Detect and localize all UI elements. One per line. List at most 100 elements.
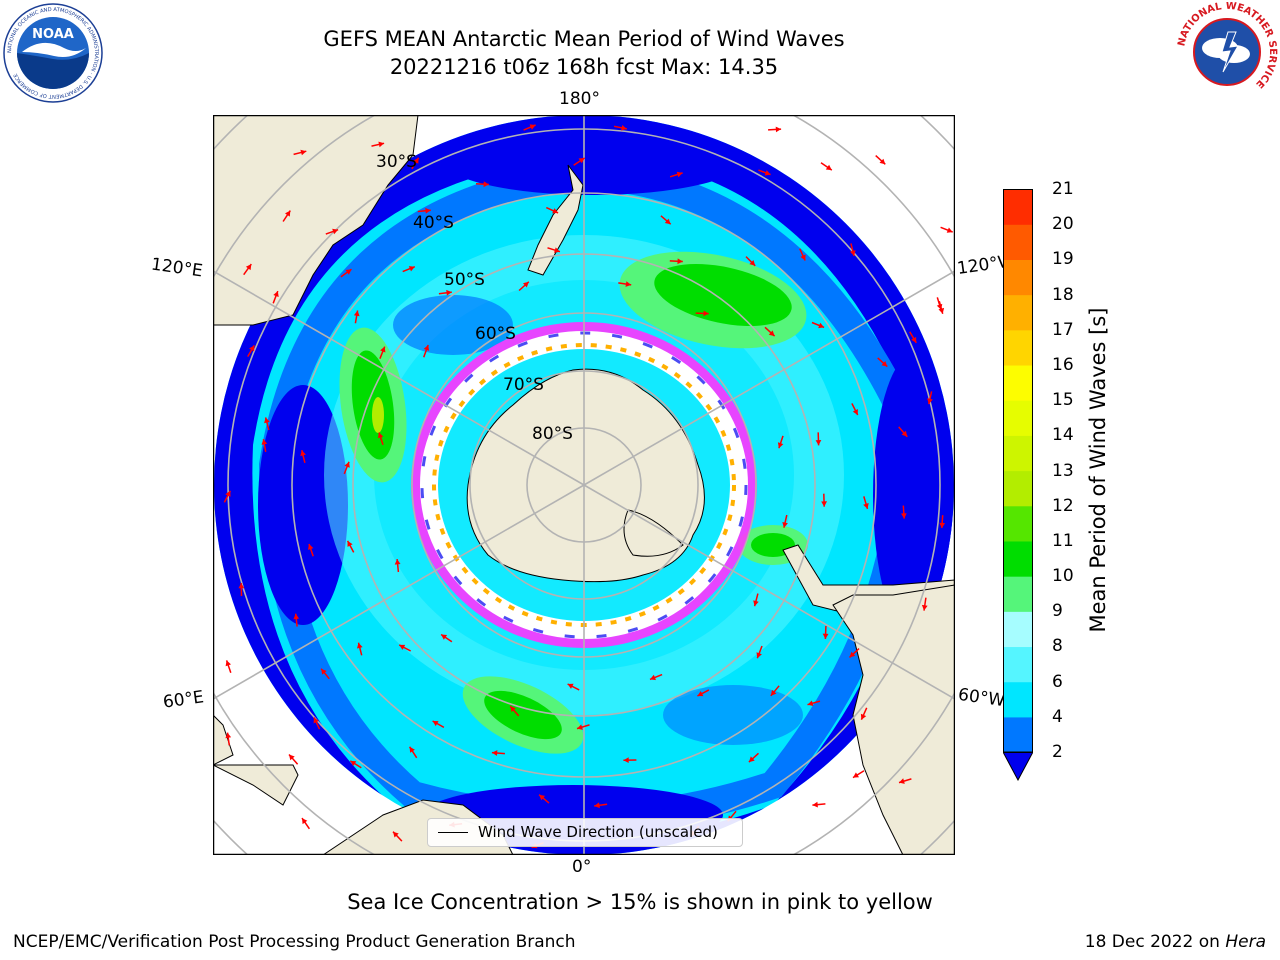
colorbar-band [1003,470,1033,507]
wave-arrow-head [289,754,295,761]
wave-arrow-head [302,818,308,825]
wave-arrow-head [408,266,415,272]
colorbar-tick-label: 18 [1052,284,1074,305]
colorbar-tick-label: 12 [1052,495,1074,516]
colorbar-tick-label: 10 [1052,566,1074,587]
wave-arrow-head [491,750,498,756]
graticule [213,115,955,855]
wave-arrow-head [703,310,709,317]
wave-arrow-head [347,540,353,547]
polar-map [212,114,956,856]
colorbar-tick-label: 4 [1052,706,1063,727]
noaa-logo: NATIONAL OCEANIC AND ATMOSPHERIC ADMINIS… [2,2,104,104]
wave-arrow-head [399,644,406,650]
lat-label-70s: 70°S [503,375,544,395]
wave-arrow-head [770,689,777,696]
madagascar-land [213,764,299,806]
wave-arrow-head [423,345,430,351]
wave-arrow-head [332,228,339,235]
colorbar-tick-label: 16 [1052,354,1074,375]
colorbar-band [1003,435,1033,472]
wave-arrow-head [623,757,629,763]
wave-arrow-head [879,158,886,165]
colorbar-band [1003,505,1033,542]
colorbar-band [1003,259,1033,296]
map-legend: Wind Wave Direction (unscaled) [427,818,743,847]
map-svg [212,114,956,856]
wave-arrow-head [350,760,357,767]
wave-arrow-head [921,604,928,611]
wave-arrow-head [313,717,319,724]
colorbar-tick-label: 21 [1052,179,1074,199]
colorbar-tick-label: 11 [1052,530,1074,551]
wave-arrow-head [380,346,386,353]
wave-arrow-head [510,706,516,712]
wave-arrow-head [249,345,255,352]
wave-arrow-head [850,250,856,256]
colorbar-tick-label: 19 [1052,249,1074,270]
colorbar-band [1003,611,1033,648]
wave-arrow-head [523,281,529,288]
colorbar-band [1003,540,1033,577]
wave-arrow-head [815,440,822,446]
footer-date-text: 18 Dec 2022 on [1084,932,1220,952]
wave-arrow-head [860,713,867,720]
wave-arrow-head [321,668,327,675]
wave-arrow-head [777,442,784,449]
wave-arrow-head [552,208,559,214]
wave-arrow-head [946,227,953,233]
wave-arrow-head [225,732,232,739]
wave-arrow-head [377,432,384,439]
wave-arrow-head [852,409,858,415]
colorbar-under-triangle [1002,751,1034,782]
colorbar-tick-label: 2 [1052,742,1063,762]
sea-ice-caption: Sea Ice Concentration > 15% is shown in … [347,890,933,914]
chart-title: GEFS MEAN Antarctic Mean Period of Wind … [323,27,845,51]
lat-label-60s: 60°S [475,324,516,344]
wave-arrow-head [567,683,574,689]
wave-arrow-head [676,171,683,178]
legend-label: Wind Wave Direction (unscaled) [478,823,718,841]
wave-arrow-head [409,746,415,753]
wave-arrow-head [822,633,829,639]
wave-arrow-head [625,281,632,287]
wave-arrow-head [901,513,907,519]
wave-arrow-head [938,307,945,314]
wave-arrow-head [483,181,489,188]
wave-arrow-head [697,691,704,697]
lon-label-180: 180° [559,89,600,109]
wave-arrow-head [344,461,350,468]
wave-arrow-head [529,124,536,130]
nws-logo: NATIONAL WEATHER SERVICE [1176,1,1278,102]
lon-label-60e: 60°E [161,687,206,713]
wave-arrow-head [764,170,771,176]
colorbar-band [1003,681,1033,718]
footer-date: 18 Dec 2022 on Hera [1085,932,1266,952]
wave-arrow-head [899,778,905,784]
wave-arrow-head [225,490,231,497]
wave-arrow-head [812,801,818,808]
colorbar-tick-label: 8 [1052,636,1063,657]
lon-label-60w: 60°W [956,684,1007,712]
wave-arrow-head [432,721,439,727]
wave-arrow-head [782,522,788,528]
wave-arrow-head [446,289,452,296]
lon-label-120e: 120°E [149,254,204,282]
wave-arrow-head [800,254,806,261]
wave-arrow-head [300,149,307,156]
wave-arrow-head [225,660,231,667]
wave-arrow-head [245,264,252,271]
colorbar-band [1003,294,1033,331]
colorbar-tick-label: 6 [1052,671,1063,692]
wave-arrow-head [849,651,856,658]
lon-label-0: 0° [572,857,592,877]
wave-arrow-head [378,141,385,148]
wave-arrow-head [293,613,300,620]
footer-host: Hera [1225,932,1266,952]
colorbar-band [1003,716,1033,753]
wave-arrow-head [413,157,419,164]
wave-arrow-head [441,634,448,640]
colorbar-band [1003,576,1033,612]
colorbar-tick-label: 9 [1052,601,1063,622]
wave-arrow-head [901,430,908,437]
